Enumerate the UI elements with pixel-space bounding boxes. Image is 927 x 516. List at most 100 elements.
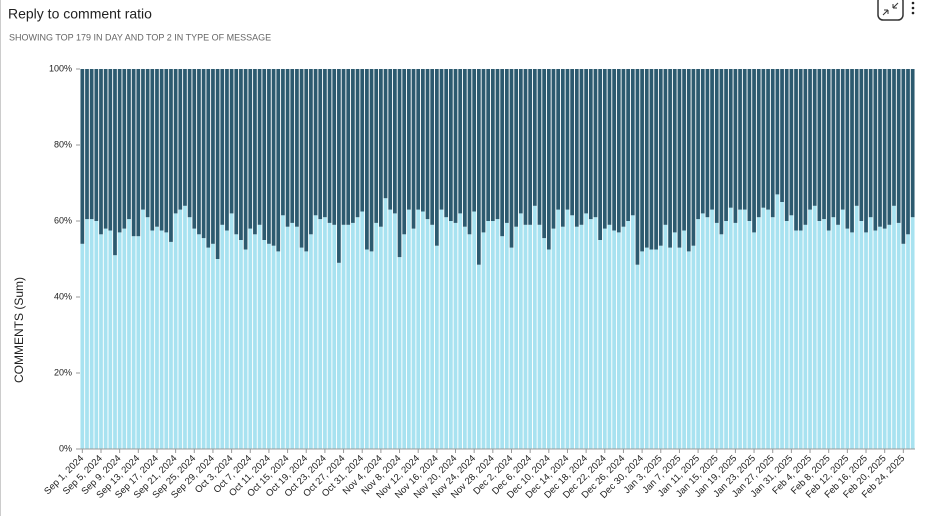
bar-segment [145, 217, 150, 449]
bar-segment [775, 69, 780, 195]
bar-segment [169, 69, 173, 242]
bar-segment [635, 69, 640, 265]
bar-segment [784, 69, 789, 221]
bar-segment [789, 69, 794, 216]
bar-segment [309, 234, 313, 449]
bar-segment [780, 69, 784, 202]
bar-segment [248, 69, 253, 229]
bar-segment [164, 69, 169, 233]
bar-segment [668, 247, 672, 449]
bar-segment [831, 69, 836, 218]
bar-segment [756, 217, 761, 449]
bar-segment [327, 69, 332, 223]
bar-segment [108, 230, 113, 449]
bar-segment [700, 69, 705, 214]
bar-segment [794, 230, 798, 449]
bar-segment [906, 234, 910, 449]
bar-segment [239, 240, 243, 449]
bar-segment [570, 215, 575, 449]
bar-segment [192, 69, 197, 229]
bar-segment [840, 209, 845, 449]
bar-segment [588, 219, 593, 449]
bar-segment [682, 230, 686, 449]
bar-segment [173, 213, 178, 449]
bar-segment [416, 69, 421, 210]
bar-segment [733, 69, 738, 223]
bar-segment [826, 69, 831, 231]
bar-segment [528, 69, 533, 225]
bar-segment [318, 69, 323, 220]
bar-segment [850, 69, 854, 233]
bar-segment [621, 226, 626, 449]
bar-segment [136, 236, 141, 449]
bar-segment [770, 69, 775, 218]
bar-segment [593, 217, 598, 449]
bar-segment [780, 202, 784, 449]
bar-segment [444, 217, 449, 449]
bar-segment [159, 69, 164, 231]
bar-segment [453, 222, 458, 449]
bar-segment [542, 238, 547, 449]
bar-segment [481, 232, 486, 449]
bar-segment [738, 209, 742, 449]
bar-segment [598, 69, 602, 240]
bar-segment [812, 69, 817, 206]
bar-segment [318, 219, 323, 449]
bar-segment [197, 69, 201, 235]
bar-segment [602, 69, 607, 229]
bar-segment [882, 228, 887, 449]
bar-segment [341, 69, 346, 225]
bar-segment [323, 217, 327, 449]
bar-segment [812, 205, 817, 449]
bar-segment [887, 224, 892, 449]
bar-segment [509, 69, 514, 248]
y-tick-label: 0% [59, 443, 72, 453]
bar-segment [878, 226, 882, 449]
bar-segment [836, 69, 840, 225]
bar-segment [714, 69, 719, 223]
bar-segment [472, 69, 477, 212]
bar-segment [901, 69, 906, 244]
bar-segment [691, 245, 696, 449]
bar-segment [724, 69, 728, 221]
bar-segment [537, 224, 542, 449]
bar-segment [337, 69, 341, 263]
y-tick-label: 80% [54, 139, 72, 149]
bar-segment [290, 69, 295, 223]
bar-segment [313, 69, 318, 216]
bar-segment [896, 222, 901, 449]
y-tick-label: 40% [54, 291, 72, 301]
bar-segment [383, 69, 388, 199]
bar-segment [85, 219, 89, 449]
bar-segment [397, 257, 402, 449]
bar-segment [854, 69, 859, 206]
bar-segment [817, 221, 822, 449]
bar-segment [420, 69, 425, 212]
menu-button[interactable] [911, 1, 915, 15]
collapse-button[interactable] [877, 0, 904, 21]
bar-segment [719, 69, 724, 235]
bar-segment [775, 194, 780, 449]
bar-segment [868, 69, 873, 218]
bar-segment [262, 69, 267, 240]
bar-segment [243, 69, 248, 250]
bar-segment [365, 249, 369, 449]
bar-segment [150, 69, 155, 231]
bar-segment [220, 69, 225, 225]
bar-segment [103, 228, 108, 449]
bar-segment [598, 240, 602, 449]
bar-segment [752, 232, 756, 449]
bar-segment [514, 69, 519, 227]
bar-segment [80, 243, 85, 449]
bar-segment [150, 230, 155, 449]
bar-segment [878, 69, 882, 227]
bar-segment [201, 69, 206, 239]
bar-segment [211, 69, 215, 244]
bar-segment [234, 69, 239, 235]
bar-segment [402, 234, 407, 449]
bar-segment [658, 69, 663, 246]
bar-segment [873, 69, 878, 231]
bar-segment [253, 234, 257, 449]
bar-segment [649, 69, 654, 250]
bar-segment [388, 69, 393, 210]
